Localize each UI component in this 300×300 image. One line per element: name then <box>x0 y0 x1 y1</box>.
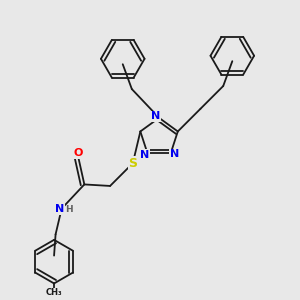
Text: N: N <box>152 111 161 121</box>
Text: CH₃: CH₃ <box>46 288 62 297</box>
Text: N: N <box>56 204 65 214</box>
Text: H: H <box>65 205 73 214</box>
Text: N: N <box>140 150 149 160</box>
Text: O: O <box>74 148 83 158</box>
Text: N: N <box>170 149 179 159</box>
Text: S: S <box>128 157 137 170</box>
